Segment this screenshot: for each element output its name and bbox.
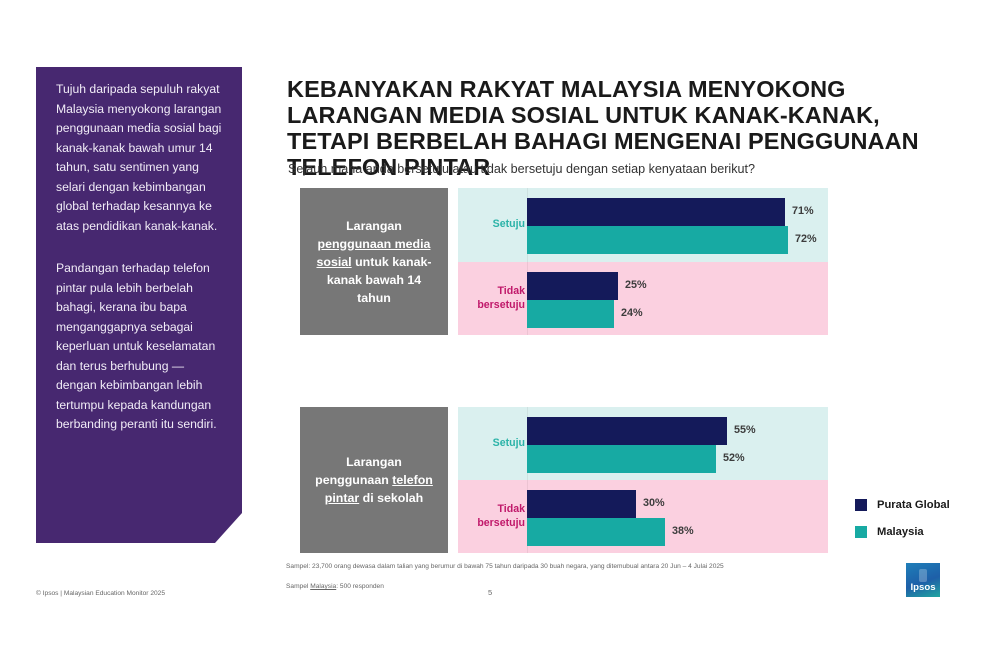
statement-fragment: di sekolah bbox=[359, 491, 424, 505]
ipsos-logo-mark-icon bbox=[919, 569, 927, 582]
statement-smartphone-ban: Larangan penggunaan telefon pintar di se… bbox=[300, 407, 448, 553]
band-disagree: Tidak bersetuju 25% 24% bbox=[458, 262, 828, 335]
sample-footnote: Sampel: 23,700 orang dewasa dalam talian… bbox=[286, 563, 724, 570]
sample-malaysia-footnote: Sampel Malaysia: 500 responden bbox=[286, 583, 384, 590]
value-label: 30% bbox=[643, 497, 665, 509]
value-label: 72% bbox=[795, 233, 817, 245]
category-label-disagree: Tidak bersetuju bbox=[477, 284, 525, 312]
band-agree: Setuju 55% 52% bbox=[458, 407, 828, 480]
ipsos-logo-text: Ipsos bbox=[910, 582, 936, 593]
disagree-text-line2: bersetuju bbox=[477, 298, 525, 311]
value-label: 52% bbox=[723, 452, 745, 464]
survey-question: Sejauh mana anda bersetuju atau tidak be… bbox=[288, 162, 756, 176]
sample-malaysia-prefix: Sampel bbox=[286, 583, 311, 590]
bar-malaysia-disagree bbox=[527, 518, 665, 546]
value-label: 25% bbox=[625, 279, 647, 291]
disagree-text-line1: Tidak bbox=[497, 284, 525, 297]
bar-malaysia-agree bbox=[527, 445, 716, 473]
summary-paragraph-2: Pandangan terhadap telefon pintar pula l… bbox=[56, 261, 217, 431]
legend-swatch-malaysia bbox=[855, 525, 867, 538]
summary-paragraph-1: Tujuh daripada sepuluh rakyat Malaysia m… bbox=[56, 82, 222, 233]
legend-label-global: Purata Global bbox=[877, 498, 950, 511]
sample-malaysia-link: Malaysia bbox=[310, 583, 337, 590]
chart-panel-social-media: Setuju 71% 72% Tidak bersetuju 25% 24% bbox=[458, 188, 828, 335]
page-number: 5 bbox=[488, 588, 493, 597]
statement-fragment: Larangan penggunaan bbox=[315, 455, 402, 487]
bar-global-agree bbox=[527, 417, 727, 445]
value-label: 24% bbox=[621, 307, 643, 319]
bar-malaysia-disagree bbox=[527, 300, 614, 328]
category-label-disagree: Tidak bersetuju bbox=[477, 502, 525, 530]
statement-text: Larangan penggunaan media sosial untuk k… bbox=[310, 217, 438, 307]
statement-keyword: telefon pintar bbox=[324, 473, 433, 505]
bar-global-disagree bbox=[527, 272, 618, 300]
legend-swatch-global bbox=[855, 498, 867, 511]
legend-item-malaysia: Malaysia bbox=[855, 525, 950, 538]
disagree-text-line1: Tidak bbox=[497, 502, 525, 515]
ipsos-logo: Ipsos bbox=[906, 563, 940, 597]
statement-fragment: Larangan bbox=[346, 218, 402, 233]
disagree-text-line2: bersetuju bbox=[477, 516, 525, 529]
value-label: 55% bbox=[734, 424, 756, 436]
chart-panel-smartphone: Setuju 55% 52% Tidak bersetuju 30% 38% bbox=[458, 407, 828, 553]
statement-fragment: untuk kanak-kanak bawah 14 tahun bbox=[326, 254, 432, 305]
value-label: 38% bbox=[672, 525, 694, 537]
chart-legend: Purata Global Malaysia bbox=[855, 498, 950, 552]
legend-label-malaysia: Malaysia bbox=[877, 525, 924, 538]
statement-keyword: penggunaan media sosial bbox=[316, 236, 431, 269]
band-agree: Setuju 71% 72% bbox=[458, 188, 828, 262]
page-title: KEBANYAKAN RAKYAT MALAYSIA MENYOKONG LAR… bbox=[287, 76, 919, 180]
copyright-text: © Ipsos | Malaysian Education Monitor 20… bbox=[36, 590, 165, 597]
legend-item-global: Purata Global bbox=[855, 498, 950, 511]
bar-global-disagree bbox=[527, 490, 636, 518]
bar-global-agree bbox=[527, 198, 785, 226]
statement-social-media-ban: Larangan penggunaan media sosial untuk k… bbox=[300, 188, 448, 335]
agree-text: Setuju bbox=[492, 436, 525, 449]
category-label-agree: Setuju bbox=[493, 217, 525, 231]
band-disagree: Tidak bersetuju 30% 38% bbox=[458, 480, 828, 553]
bar-malaysia-agree bbox=[527, 226, 788, 254]
summary-panel: Tujuh daripada sepuluh rakyat Malaysia m… bbox=[36, 67, 242, 543]
agree-text: Setuju bbox=[492, 218, 525, 230]
statement-text: Larangan penggunaan telefon pintar di se… bbox=[310, 453, 438, 507]
value-label: 71% bbox=[792, 205, 814, 217]
category-label-agree: Setuju bbox=[493, 436, 525, 450]
sample-malaysia-suffix: : 500 responden bbox=[336, 583, 384, 590]
